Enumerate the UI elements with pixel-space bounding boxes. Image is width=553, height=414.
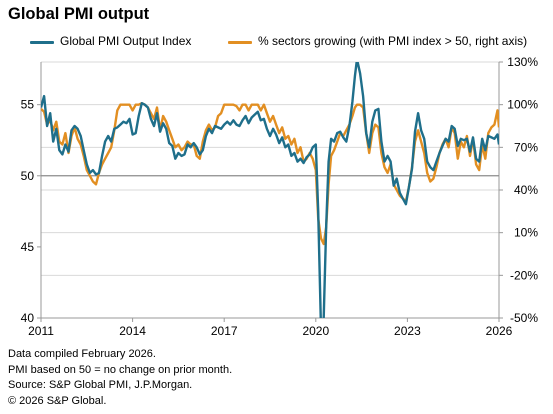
y-left-tick-label: 50: [21, 169, 35, 183]
axes: 40 45 50 55 -50% -20% 10% 40% 70% 100% 130% 2011 201…: [21, 55, 539, 338]
y-left-tick-label: 45: [21, 240, 35, 254]
chart-footer: Data compiled February 2026. PMI based o…: [8, 347, 232, 409]
y-right-tick-label: 10%: [514, 226, 538, 240]
footer-source: Source: S&P Global PMI, J.P.Morgan.: [8, 379, 193, 392]
series-lines: [41, 62, 499, 318]
y-right-tick-label: 130%: [507, 55, 538, 69]
y-right-tick-label: 70%: [514, 140, 538, 154]
x-tick-label: 2011: [28, 324, 54, 338]
y-right-tick-label: 40%: [514, 183, 538, 197]
y-right-tick-label: -50%: [510, 311, 538, 325]
x-tick-label: 2014: [119, 324, 146, 338]
footer-compiled: Data compiled February 2026.: [8, 348, 156, 360]
x-tick-label: 2020: [302, 324, 329, 338]
y-right-tick-label: -20%: [510, 268, 538, 282]
series-line-sectors-growing: [41, 102, 499, 246]
x-tick-label: 2026: [486, 324, 513, 338]
gridlines: [41, 61, 499, 276]
x-tick-label: 2023: [394, 324, 421, 338]
series-line-global-pmi: [41, 62, 499, 318]
legend-label-pmi: Global PMI Output Index: [60, 34, 192, 48]
legend-swatch-pmi: [30, 41, 54, 44]
chart-title: Global PMI output: [8, 5, 150, 23]
y-left-tick-label: 55: [21, 98, 35, 112]
x-tick-label: 2017: [211, 324, 238, 338]
y-left-tick-label: 40: [21, 311, 35, 325]
legend-label-sectors: % sectors growing (with PMI index > 50, …: [258, 34, 528, 48]
pmi-line-chart: 40 45 50 55 -50% -20% 10% 40% 70% 100% 130% 2011 201…: [21, 55, 539, 338]
footer-copyright: © 2026 S&P Global.: [8, 394, 107, 407]
footer-pmi-note: PMI based on 50 = no change on prior mon…: [8, 363, 233, 376]
y-right-tick-label: 100%: [507, 98, 538, 112]
legend-swatch-sectors: [228, 41, 252, 44]
